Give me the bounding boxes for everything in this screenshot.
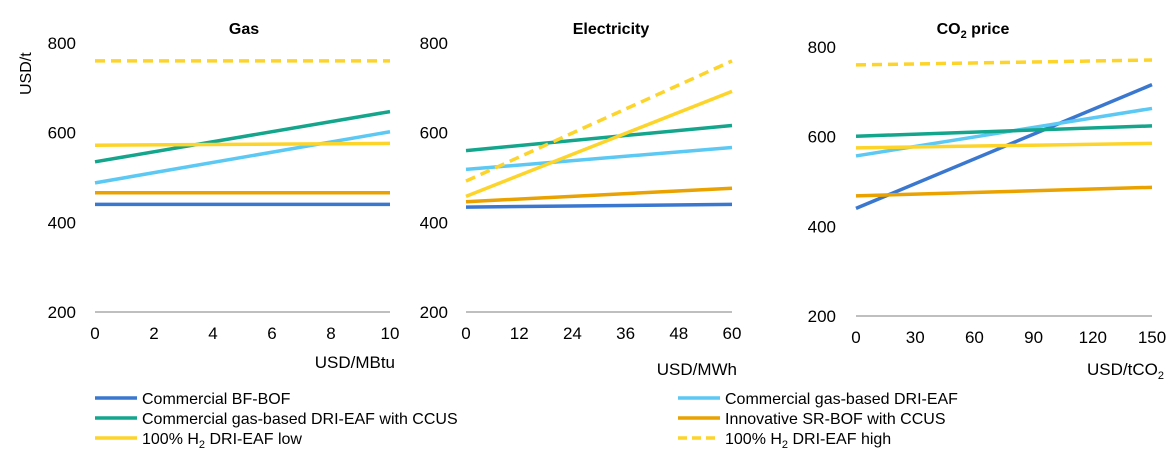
legend-h2-high-subscript: 2: [782, 439, 788, 451]
electricity-x-tick-label: 36: [616, 324, 635, 343]
electricity-line-sr-bof-ccus: [465, 186, 733, 204]
gas-line-gas-dri-eaf-ccus: [94, 109, 391, 164]
gas-y-tick-label: 200: [48, 303, 76, 322]
gas-y-tick-label: 600: [48, 124, 76, 143]
electricity-y-ticks: 200 400 600 800: [420, 34, 448, 322]
electricity-y-tick-label: 600: [420, 124, 448, 143]
legend-item-gas-dri-eaf-ccus: Commercial gas-based DRI-EAF with CCUS: [95, 411, 458, 428]
co2-title-subscript: 2: [961, 29, 967, 41]
gas-x-tick-label: 10: [381, 324, 400, 343]
electricity-x-tick-label: 48: [669, 324, 688, 343]
legend-item-gas-dri-eaf: Commercial gas-based DRI-EAF: [678, 391, 958, 408]
electricity-line-h2-dri-eaf-low: [465, 89, 733, 198]
electricity-y-tick-label: 200: [420, 303, 448, 322]
co2-price-line-h2-dri-eaf-low: [855, 141, 1153, 150]
co2-price-title: CO2 price: [937, 21, 1010, 41]
gas-x-tick-label: 8: [326, 324, 335, 343]
legend-item-commercial-bf-bof: Commercial BF-BOF: [95, 391, 291, 408]
gas-line-h2-dri-eaf-low: [94, 141, 391, 147]
co2-title-main: CO: [937, 21, 961, 38]
electricity-x-ticks: 0 12 24 36 48 60: [461, 324, 741, 343]
gas-x-tick-label: 4: [208, 324, 217, 343]
electricity-x-tick-label: 0: [461, 324, 470, 343]
electricity-x-tick-label: 12: [510, 324, 529, 343]
co2-price-line-h2-dri-eaf-high: [855, 58, 1153, 67]
co2-price-x-axis-label: USD/tCO2: [1087, 360, 1164, 382]
gas-x-tick-label: 6: [267, 324, 276, 343]
co2-price-y-ticks: 200 400 600 800: [808, 38, 836, 326]
legend-item-h2-dri-eaf-high: 100% H2 DRI-EAF high: [678, 431, 891, 451]
electricity-line-h2-dri-eaf-high: [465, 59, 733, 183]
electricity-y-tick-label: 800: [420, 34, 448, 53]
gas-x-tick-label: 0: [90, 324, 99, 343]
legend-label-gas-dri-eaf: Commercial gas-based DRI-EAF: [725, 391, 958, 408]
legend-label-h2-dri-eaf-high: 100% H2 DRI-EAF high: [725, 431, 891, 451]
co2-price-y-tick-label: 400: [808, 217, 836, 236]
gas-y-ticks: 200 400 600 800: [48, 34, 76, 322]
legend-label-gas-dri-eaf-ccus: Commercial gas-based DRI-EAF with CCUS: [142, 411, 458, 428]
legend: Commercial BF-BOF Commercial gas-based D…: [95, 391, 958, 451]
electricity-panel: Electricity 200 400 600 800 0 12 24 36 48 60 USD…: [420, 21, 742, 379]
legend-item-h2-dri-eaf-low: 100% H2 DRI-EAF low: [95, 431, 302, 451]
electricity-line-bf-bof: [465, 202, 733, 209]
legend-item-sr-bof-ccus: Innovative SR-BOF with CCUS: [678, 411, 946, 428]
co2-xlabel-main: USD/tCO: [1087, 360, 1158, 379]
co2-price-x-ticks: 0 30 60 90 120 150: [851, 328, 1166, 347]
electricity-line-gas-dri-eaf: [465, 145, 733, 172]
legend-label-commercial-bf-bof: Commercial BF-BOF: [142, 391, 291, 408]
electricity-x-tick-label: 60: [723, 324, 742, 343]
legend-h2-low-tail: DRI-EAF low: [205, 431, 302, 448]
co2-price-line-gas-dri-eaf-ccus: [855, 124, 1153, 138]
gas-x-tick-label: 2: [149, 324, 158, 343]
gas-line-gas-dri-eaf: [94, 130, 391, 185]
legend-label-sr-bof-ccus: Innovative SR-BOF with CCUS: [725, 411, 946, 428]
electricity-y-tick-label: 400: [420, 213, 448, 232]
co2-price-y-tick-label: 600: [808, 128, 836, 147]
co2-xlabel-subscript: 2: [1158, 370, 1164, 382]
legend-h2-low-main: 100% H: [142, 431, 199, 448]
electricity-x-tick-label: 24: [563, 324, 582, 343]
gas-y-axis-label: USD/t: [18, 52, 35, 95]
legend-label-h2-dri-eaf-low: 100% H2 DRI-EAF low: [142, 431, 302, 451]
gas-title: Gas: [229, 21, 259, 38]
legend-h2-high-main: 100% H: [725, 431, 782, 448]
co2-price-x-tick-label: 120: [1079, 328, 1107, 347]
gas-series-lines: [94, 59, 391, 207]
electricity-line-gas-dri-eaf-ccus: [465, 123, 733, 153]
co2-title-tail: price: [967, 21, 1010, 38]
legend-h2-high-tail: DRI-EAF high: [788, 431, 891, 448]
gas-x-axis-label: USD/MBtu: [315, 353, 395, 372]
gas-y-tick-label: 800: [48, 34, 76, 53]
gas-y-tick-label: 400: [48, 213, 76, 232]
co2-price-x-tick-label: 90: [1024, 328, 1043, 347]
co2-price-line-sr-bof-ccus: [855, 185, 1153, 198]
co2-price-y-tick-label: 800: [808, 38, 836, 57]
gas-x-ticks: 0 2 4 6 8 10: [90, 324, 399, 343]
co2-price-series-lines: [855, 58, 1153, 211]
electricity-x-axis-label: USD/MWh: [657, 360, 737, 379]
co2-price-x-tick-label: 60: [965, 328, 984, 347]
co2-price-x-tick-label: 150: [1138, 328, 1166, 347]
gas-panel: Gas USD/t 200 400 600 800 0 2 4 6 8 10 USD/MBtu: [18, 21, 399, 372]
co2-price-y-tick-label: 200: [808, 307, 836, 326]
co2-price-x-tick-label: 30: [906, 328, 925, 347]
electricity-series-lines: [465, 59, 733, 209]
legend-h2-low-subscript: 2: [199, 439, 205, 451]
electricity-title: Electricity: [573, 21, 650, 38]
co2-price-x-tick-label: 0: [851, 328, 860, 347]
